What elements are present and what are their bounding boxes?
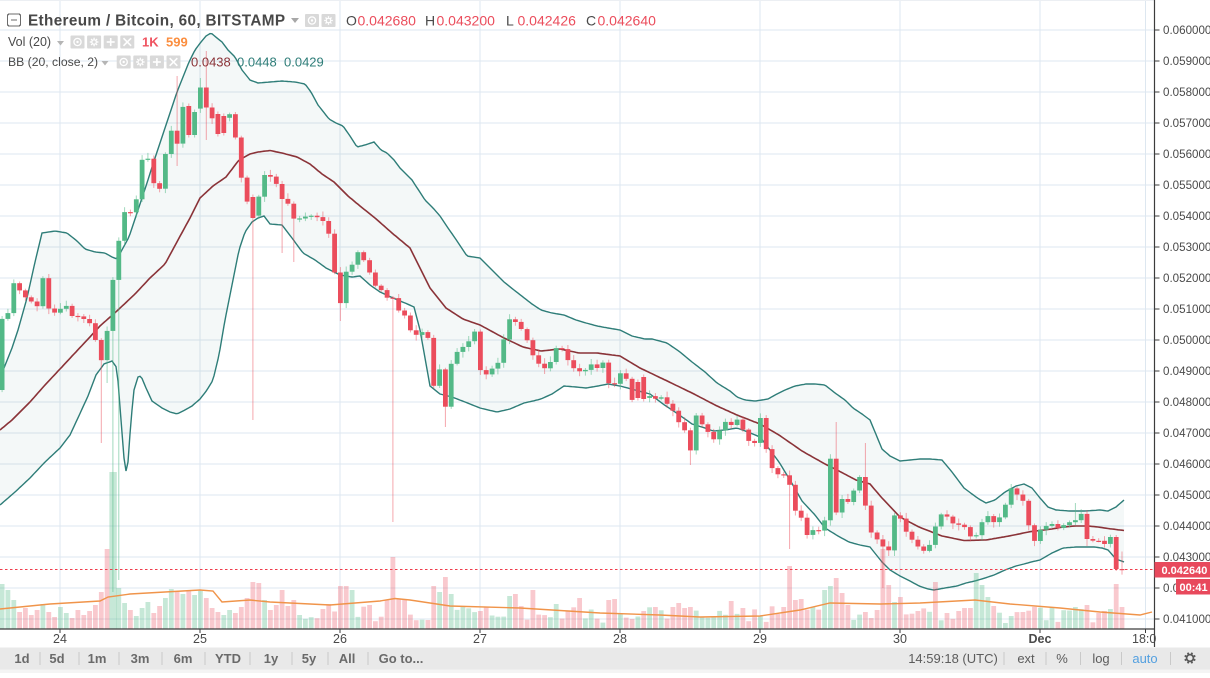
svg-text:0.050000: 0.050000: [1163, 334, 1210, 347]
svg-text:Vol (20): Vol (20): [8, 35, 51, 49]
svg-text:0.053000: 0.053000: [1163, 241, 1210, 254]
svg-text:25: 25: [193, 632, 207, 646]
svg-text:1y: 1y: [264, 651, 279, 666]
svg-text:Go to...: Go to...: [379, 651, 424, 666]
svg-text:0.043200: 0.043200: [437, 13, 496, 29]
svg-text:27: 27: [473, 632, 487, 646]
svg-text:0.0438: 0.0438: [191, 55, 231, 70]
svg-text:0.056000: 0.056000: [1163, 148, 1210, 161]
svg-text:3m: 3m: [131, 651, 150, 666]
svg-text:All: All: [339, 651, 356, 666]
svg-text:O: O: [346, 13, 357, 29]
svg-text:YTD: YTD: [215, 651, 241, 666]
svg-text:0.057000: 0.057000: [1163, 117, 1210, 130]
svg-text:0.042426: 0.042426: [518, 13, 577, 29]
svg-text:0.058000: 0.058000: [1163, 86, 1210, 99]
svg-text:C: C: [586, 13, 596, 29]
svg-text:Ethereum / Bitcoin, 60, BITSTA: Ethereum / Bitcoin, 60, BITSTAMP: [28, 13, 285, 30]
svg-text:H: H: [425, 13, 435, 29]
svg-text:0.042680: 0.042680: [358, 13, 417, 29]
svg-text:0.042640: 0.042640: [1162, 565, 1208, 577]
svg-text:0.042640: 0.042640: [598, 13, 657, 29]
svg-text:0.0429: 0.0429: [284, 55, 324, 70]
svg-text:0.048000: 0.048000: [1163, 396, 1210, 409]
svg-text:26: 26: [333, 632, 347, 646]
svg-text:29: 29: [753, 632, 767, 646]
svg-text:0.051000: 0.051000: [1163, 303, 1210, 316]
svg-text:14:59:18 (UTC): 14:59:18 (UTC): [908, 651, 998, 666]
svg-text:1d: 1d: [14, 651, 29, 666]
svg-text:0.049000: 0.049000: [1163, 365, 1210, 378]
svg-text:1m: 1m: [88, 651, 107, 666]
svg-text:1K: 1K: [142, 35, 159, 50]
svg-text:0.045000: 0.045000: [1163, 489, 1210, 502]
svg-text:00:41: 00:41: [1180, 582, 1208, 594]
svg-text:L: L: [506, 13, 514, 29]
svg-text:0.046000: 0.046000: [1163, 458, 1210, 471]
svg-text:0.060000: 0.060000: [1163, 24, 1210, 37]
svg-text:0.052000: 0.052000: [1163, 272, 1210, 285]
svg-text:0.044000: 0.044000: [1163, 520, 1210, 533]
svg-text:0.0448: 0.0448: [237, 55, 277, 70]
svg-text:log: log: [1092, 651, 1109, 666]
svg-text:BB (20, close, 2): BB (20, close, 2): [8, 55, 98, 69]
svg-text:auto: auto: [1132, 651, 1157, 666]
svg-text:6m: 6m: [174, 651, 193, 666]
svg-text:0.041000: 0.041000: [1163, 613, 1210, 626]
svg-text:5y: 5y: [302, 651, 317, 666]
svg-text:Dec: Dec: [1029, 632, 1052, 646]
svg-text:0.047000: 0.047000: [1163, 427, 1210, 440]
svg-text:ext: ext: [1017, 651, 1035, 666]
svg-text:0.055000: 0.055000: [1163, 179, 1210, 192]
svg-text:18:0: 18:0: [1132, 632, 1156, 646]
svg-text:%: %: [1056, 651, 1068, 666]
svg-text:30: 30: [893, 632, 907, 646]
svg-text:5d: 5d: [49, 651, 64, 666]
svg-text:24: 24: [53, 632, 67, 646]
svg-text:28: 28: [613, 632, 627, 646]
svg-text:0.059000: 0.059000: [1163, 55, 1210, 68]
svg-text:599: 599: [166, 35, 188, 50]
svg-text:0.054000: 0.054000: [1163, 210, 1210, 223]
